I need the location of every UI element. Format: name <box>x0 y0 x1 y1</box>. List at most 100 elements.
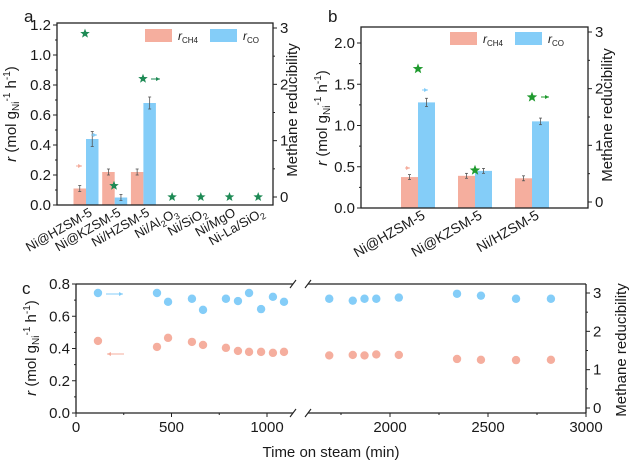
c-point-rate <box>268 348 278 358</box>
a-ylabel: r (mol gNi-1 h-1) <box>2 66 22 162</box>
a-ytick-label: 0.0 <box>30 197 51 214</box>
c-point-rate <box>279 347 289 357</box>
c-ytick-label: 0.0 <box>49 405 70 422</box>
a-ytick-label: 0.8 <box>30 77 51 94</box>
c-axis-break-mark <box>304 408 312 418</box>
c-y2tick-label: 3 <box>593 285 601 302</box>
c-point-reducibility <box>360 294 369 303</box>
a-ytick-label: 0.4 <box>30 137 51 154</box>
b-bar-co <box>475 170 492 208</box>
b-bar-co <box>532 121 549 208</box>
c-ytick-label: 0.8 <box>49 276 70 293</box>
c-point-rate <box>152 342 162 352</box>
b-bar-co <box>418 102 435 208</box>
b-star-marker <box>526 91 538 102</box>
b-bar-ch4 <box>458 175 475 208</box>
b-arrow-co-head <box>424 88 428 92</box>
a-legend-label-co: rCO <box>243 29 259 45</box>
c-point-reducibility <box>244 288 254 298</box>
b-legend-label-ch4: rCH4 <box>483 32 504 48</box>
c-point-rate <box>394 350 404 360</box>
c-xtick-label: 2000 <box>373 419 406 436</box>
a-legend-swatch-ch4 <box>145 29 172 42</box>
a-bar-co <box>114 197 128 205</box>
c-point-reducibility <box>233 296 243 306</box>
b-y2tick-label: 1 <box>595 137 603 154</box>
b-legend-swatch-ch4 <box>450 32 477 45</box>
c-point-rate <box>476 355 486 364</box>
c-point-reducibility <box>325 294 334 303</box>
a-y2tick-label: 1 <box>280 133 288 150</box>
c-point-reducibility <box>511 294 521 303</box>
a-plot-frame <box>56 22 274 206</box>
c-point-rate <box>233 346 243 356</box>
c-axis-break-mark <box>289 408 297 418</box>
c-point-reducibility <box>476 291 486 300</box>
c-point-reducibility <box>268 292 278 302</box>
b-y2label: Methane reducibility <box>599 48 616 182</box>
c-point-rate <box>256 347 266 357</box>
c-point-rate <box>348 350 357 360</box>
c-point-reducibility <box>163 297 173 307</box>
c-xtick-label: 3000 <box>569 419 602 436</box>
a-legend-label-ch4: rCH4 <box>178 29 199 45</box>
a-arrow-co-head <box>93 133 97 137</box>
a-ytick-label: 1.0 <box>30 47 51 64</box>
panel-label-b: b <box>328 7 337 26</box>
a-y2tick-label: 2 <box>280 76 288 93</box>
c-point-rate <box>221 343 231 353</box>
a-star-marker <box>253 192 263 202</box>
c-point-reducibility <box>198 305 208 315</box>
b-legend-label-co: rCO <box>548 32 564 48</box>
b-ytick-label: 1.5 <box>334 76 355 93</box>
c-xtick-label: 500 <box>159 419 184 436</box>
b-legend-swatch-co <box>515 32 542 45</box>
c-point-reducibility <box>546 294 556 303</box>
b-xtick-label: Ni/HZSM-5 <box>474 207 542 256</box>
a-y2tick-label: 0 <box>280 189 288 206</box>
b-star-marker <box>412 63 424 74</box>
a-star-marker <box>80 28 90 38</box>
a-ytick-label: 1.2 <box>30 17 51 34</box>
c-xtick-label: 0 <box>72 419 80 436</box>
a-legend-swatch-co <box>210 29 237 42</box>
c-point-reducibility <box>394 293 404 302</box>
c-xtick-label: 1000 <box>250 419 283 436</box>
a-star-marker <box>109 180 119 190</box>
b-bar-ch4 <box>515 178 532 208</box>
c-point-rate <box>452 354 462 364</box>
a-bar-ch4 <box>102 172 115 205</box>
c-point-reducibility <box>348 296 357 305</box>
b-y2tick-label: 3 <box>595 24 603 41</box>
c-point-reducibility <box>452 289 462 298</box>
c-point-rate <box>325 351 334 360</box>
b-arrow-ch4-head <box>406 166 410 170</box>
c-point-rate <box>163 333 173 343</box>
c-axis-break-mark <box>304 279 312 289</box>
c-xtick-label: 2500 <box>471 419 504 436</box>
c-point-reducibility <box>187 294 197 303</box>
c-point-reducibility <box>221 294 231 303</box>
a-star-marker <box>167 192 177 202</box>
c-point-rate <box>244 347 254 357</box>
c-point-reducibility <box>279 297 289 307</box>
a-ytick-label: 0.2 <box>30 167 51 184</box>
a-star-marker <box>196 192 206 202</box>
c-ytick-label: 0.6 <box>49 308 70 325</box>
c-ytick-label: 0.2 <box>49 373 70 390</box>
a-bar-co <box>86 139 99 205</box>
c-point-rate <box>546 355 556 364</box>
c-point-rate <box>187 337 197 347</box>
a-star-marker <box>224 192 235 202</box>
panel-label-a: a <box>24 7 34 26</box>
b-ytick-label: 1.0 <box>334 118 355 135</box>
c-y2tick-label: 1 <box>593 362 601 379</box>
c-y2tick-label: 2 <box>593 323 601 340</box>
a-y2tick-label: 3 <box>280 20 288 37</box>
a-star-marker <box>138 73 148 83</box>
c-point-reducibility <box>256 304 266 314</box>
b-star-marker <box>469 164 481 175</box>
b-bar-ch4 <box>401 177 418 208</box>
c-point-rate <box>360 351 369 360</box>
a-bar-ch4 <box>73 188 86 205</box>
